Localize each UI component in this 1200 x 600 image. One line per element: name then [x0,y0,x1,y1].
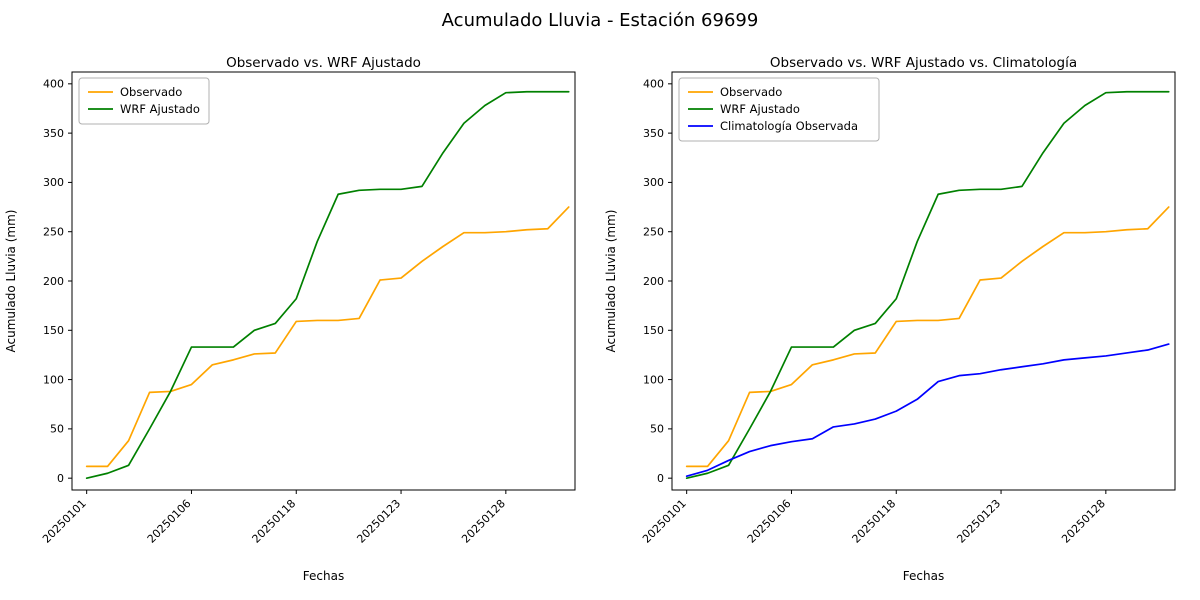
y-axis-label: Acumulado Lluvia (mm) [4,210,18,353]
x-tick-label: 20250101 [640,497,689,546]
series-line-wrf-ajustado [685,90,1170,480]
series-line-climatolog-a-observada [685,343,1170,478]
x-tick-label: 20250118 [850,497,899,546]
legend: Observado WRF Ajustado [78,77,210,125]
legend-box [78,77,210,125]
y-tick-label: 350 [43,127,64,140]
y-tick-label: 100 [43,373,64,386]
x-tick-label: 20250101 [40,497,89,546]
x-tick-label: 20250128 [459,497,508,546]
legend: Observado WRF Ajustado Climatología Observ… [678,77,880,142]
x-axis-label: Fechas [303,569,344,583]
plot-border [671,71,1176,491]
legend-label: Observado [720,85,782,99]
series-line-observado [85,206,570,468]
x-axis-label: Fechas [903,569,944,583]
y-tick-label: 0 [57,472,64,485]
y-tick-label: 300 [43,176,64,189]
series-line-observado [685,206,1170,468]
subplot-title: Observado vs. WRF Ajustado vs. Climatolo… [770,55,1077,71]
y-tick-label: 50 [650,423,664,436]
y-tick-label: 350 [643,127,664,140]
y-tick-label: 400 [43,78,64,91]
y-tick-label: 300 [643,176,664,189]
x-tick-label: 20250118 [250,497,299,546]
y-axis-label: Acumulado Lluvia (mm) [604,210,618,353]
y-tick-label: 150 [43,324,64,337]
y-tick-label: 400 [643,78,664,91]
x-tick-label: 20250123 [954,497,1003,546]
series-line-wrf-ajustado [85,90,570,480]
plot-border [71,71,576,491]
x-tick-label: 20250128 [1059,497,1108,546]
y-tick-label: 50 [50,423,64,436]
y-tick-label: 200 [643,275,664,288]
legend-label: Climatología Observada [720,119,858,133]
right-chart: Observado vs. WRF Ajustado vs. Climatolo… [604,55,1176,583]
y-tick-label: 250 [43,226,64,239]
left-chart: Observado vs. WRF Ajustado 0 50 100 150 200 25… [4,55,576,583]
figure-title: Acumulado Lluvia - Estación 69699 [441,10,759,31]
legend-box [678,77,880,142]
subplot-observado-vs-wrf: Observado vs. WRF Ajustado 0 50 100 150 200 25… [0,55,600,600]
x-tick-label: 20250123 [354,497,403,546]
y-tick-label: 250 [643,226,664,239]
y-tick-label: 0 [657,472,664,485]
legend-label: WRF Ajustado [720,102,800,116]
y-tick-label: 200 [43,275,64,288]
legend-label: Observado [120,85,182,99]
y-tick-label: 150 [643,324,664,337]
x-tick-label: 20250106 [145,497,194,546]
x-tick-label: 20250106 [745,497,794,546]
y-tick-label: 100 [643,373,664,386]
subplot-observado-vs-wrf-vs-climatologia: Observado vs. WRF Ajustado vs. Climatolo… [600,55,1200,600]
subplot-title: Observado vs. WRF Ajustado [226,55,421,71]
legend-label: WRF Ajustado [120,102,200,116]
